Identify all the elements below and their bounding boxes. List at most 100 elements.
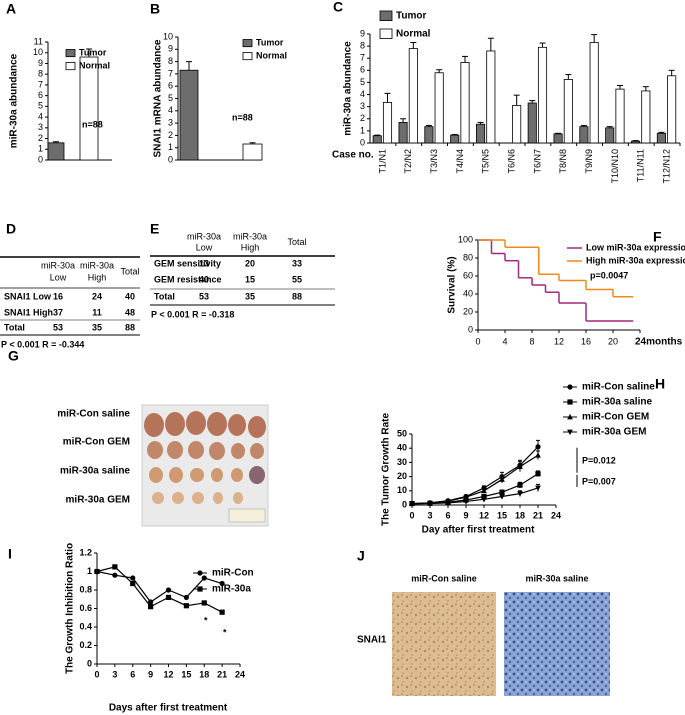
table-cell: SNAI1 Low — [4, 291, 52, 301]
legend-label: miR-30a saline — [582, 397, 652, 408]
column-header: miR-30a — [233, 231, 267, 241]
y-tick-label: 0.6 — [79, 603, 92, 613]
y-tick-label: 7 — [168, 68, 173, 78]
marker — [197, 586, 203, 592]
annotation: P=0.007 — [582, 476, 616, 486]
panel-label: G — [8, 348, 19, 364]
x-tick-label: 9 — [463, 510, 468, 520]
legend-label: miR-Con GEM — [582, 412, 649, 423]
y-tick-label: 50 — [397, 428, 407, 438]
legend-label: Normal — [79, 60, 110, 70]
column-header: High — [241, 242, 260, 252]
table-cell: Total — [154, 291, 175, 301]
legend-label: Tumor — [256, 37, 284, 47]
table-footnote: P < 0.001 R = -0.318 — [151, 309, 234, 319]
y-tick-label: 8 — [38, 69, 43, 79]
marker — [165, 587, 172, 593]
marker — [481, 496, 487, 503]
marker — [567, 384, 573, 390]
x-tick-label: T6/N7 — [532, 149, 542, 174]
bar — [382, 102, 393, 144]
bar — [424, 126, 434, 144]
table-cell: 35 — [245, 291, 255, 301]
legend-swatch — [65, 49, 76, 58]
column-header: Low — [50, 272, 67, 282]
marker — [463, 494, 469, 500]
marker — [112, 564, 118, 570]
y-tick-label: 10 — [397, 485, 407, 495]
y-axis-title: The Growth Inhibition Ratio — [65, 543, 76, 674]
y-tick-label: 4 — [168, 105, 173, 115]
x-axis-title: Days after first treatment — [109, 703, 228, 714]
x-axis-title: Day after first treatment — [422, 525, 535, 536]
table-cell: 33 — [292, 258, 302, 268]
table-cell: GEM resistance — [154, 274, 222, 284]
marker — [463, 499, 469, 505]
x-tick-label: 16 — [581, 336, 591, 346]
x-tick-label: 3 — [112, 669, 117, 679]
marker — [427, 501, 433, 507]
panel-label: D — [6, 221, 16, 237]
y-tick-label: 0 — [168, 154, 173, 164]
photo-row-label: miR-30a saline — [60, 466, 130, 477]
table-cell: 13 — [199, 258, 209, 268]
table-cell: Total — [4, 322, 25, 332]
x-tick-label: 18 — [199, 669, 209, 679]
marker — [219, 609, 225, 615]
y-tick-label: 60 — [463, 270, 473, 280]
y-tick-label: 20 — [397, 471, 407, 481]
table-cell: 11 — [92, 307, 102, 317]
bar — [512, 105, 522, 144]
y-axis-title: SNAI1 mRNA abundance — [153, 39, 164, 157]
marker — [148, 599, 154, 605]
y-tick-label: 40 — [397, 443, 407, 453]
table-cell: 40 — [199, 274, 209, 284]
bar — [242, 143, 263, 161]
table-cell: 24 — [92, 291, 102, 301]
marker — [112, 572, 118, 578]
y-axis-title: miR-30a abundance — [343, 41, 354, 136]
bar — [408, 48, 418, 144]
legend-label: miR-Con — [212, 568, 254, 579]
y-tick-label: 7 — [360, 53, 365, 63]
y-tick-label: 8 — [168, 56, 173, 66]
y-tick-label: 3 — [168, 117, 173, 127]
bar — [579, 126, 589, 144]
marker — [130, 575, 136, 581]
photo-row-label: miR-Con saline — [57, 409, 130, 420]
x-tick-label: T8/N8 — [558, 149, 568, 174]
marker — [535, 471, 541, 477]
y-tick-label: 0 — [468, 324, 473, 334]
legend-swatch — [242, 39, 253, 48]
y-tick-label: 10 — [33, 47, 43, 57]
legend-swatch — [379, 28, 393, 40]
x-tick-label: 18 — [515, 510, 525, 520]
x-tick-label: 21 — [533, 510, 543, 520]
table-footnote: P < 0.001 R = -0.344 — [1, 339, 84, 349]
series-line — [96, 566, 223, 613]
marker — [517, 482, 523, 488]
y-tick-label: 9 — [360, 28, 365, 38]
table-cell: 20 — [245, 258, 255, 268]
bar — [398, 122, 408, 144]
y-tick-label: 10 — [163, 31, 173, 41]
marker — [517, 491, 523, 497]
bar — [527, 102, 537, 144]
y-tick-label: 1.2 — [79, 547, 92, 557]
column-header: Total — [287, 237, 306, 247]
x-tick-label: 21 — [217, 669, 227, 679]
y-axis-title: miR-30a abundance — [9, 53, 20, 148]
column-header: Low — [196, 242, 213, 252]
y-tick-label: 2 — [168, 130, 173, 140]
y-tick-label: 40 — [463, 288, 473, 298]
image-title: miR-Con saline — [411, 573, 477, 583]
x-tick-label: 12 — [479, 510, 489, 520]
y-tick-label: 3 — [360, 101, 365, 111]
table-cell: 40 — [125, 291, 135, 301]
y-tick-label: 8 — [360, 40, 365, 50]
x-tick-label: 4 — [502, 336, 507, 346]
annotation: n=88 — [232, 112, 253, 122]
x-tick-label: 24months — [635, 337, 683, 348]
image-title: miR-30a saline — [525, 573, 588, 583]
marker — [499, 476, 505, 482]
